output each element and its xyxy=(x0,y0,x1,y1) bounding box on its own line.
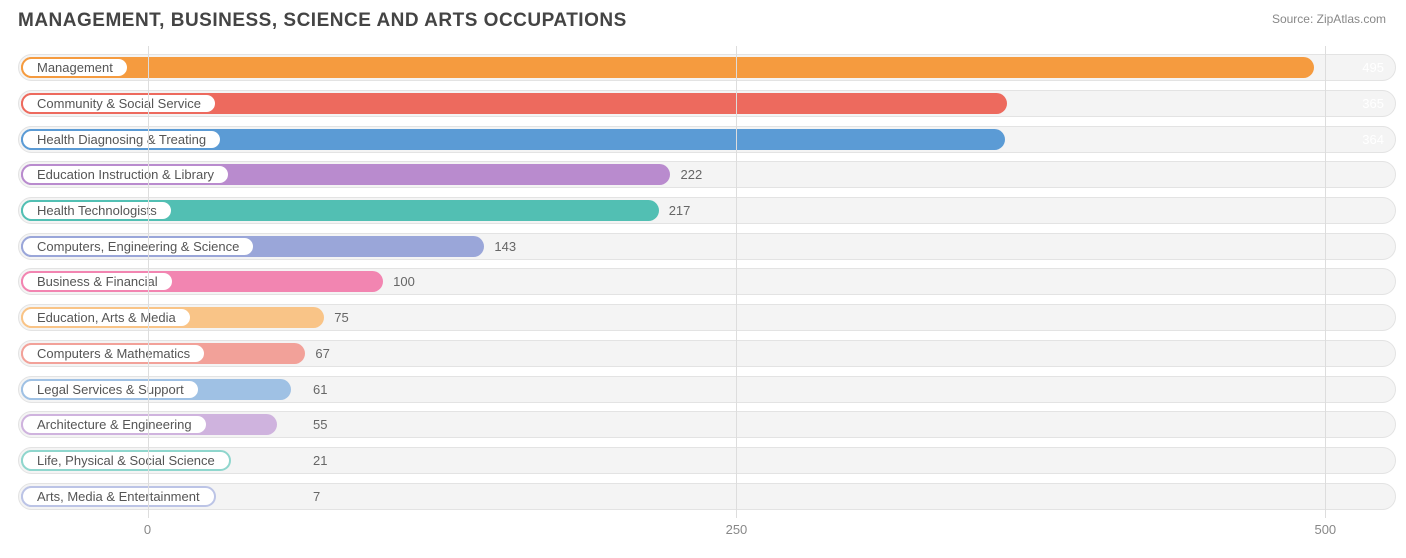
category-label: Health Technologists xyxy=(37,203,157,218)
bar-row: Computers & Mathematics 67 xyxy=(18,340,1396,367)
bar-row: Education, Arts & Media 75 xyxy=(18,304,1396,331)
source-name: ZipAtlas.com xyxy=(1317,12,1386,26)
category-pill: Business & Financial xyxy=(21,271,174,292)
plot-area: Management 495 Community & Social Service 3… xyxy=(18,46,1396,518)
category-label: Community & Social Service xyxy=(37,96,201,111)
category-pill: Health Diagnosing & Treating xyxy=(21,129,222,150)
source-label: Source: xyxy=(1272,12,1313,26)
x-tick: 250 xyxy=(726,522,748,537)
category-label: Life, Physical & Social Science xyxy=(37,453,215,468)
value-label: 67 xyxy=(305,340,329,367)
value-label: 365 xyxy=(1362,90,1384,117)
category-pill: Health Technologists xyxy=(21,200,173,221)
value-label: 217 xyxy=(659,197,691,224)
chart-frame: Management 495 Community & Social Service 3… xyxy=(18,46,1396,548)
category-label: Architecture & Engineering xyxy=(37,417,192,432)
bar-row: Life, Physical & Social Science 21 xyxy=(18,447,1396,474)
gridline xyxy=(148,46,149,518)
bar-row: Legal Services & Support 61 xyxy=(18,376,1396,403)
category-pill: Computers, Engineering & Science xyxy=(21,236,255,257)
value-label: 222 xyxy=(670,161,702,188)
chart-title: MANAGEMENT, BUSINESS, SCIENCE AND ARTS O… xyxy=(18,10,627,32)
bar-row: Health Diagnosing & Treating 364 xyxy=(18,126,1396,153)
category-label: Management xyxy=(37,60,113,75)
category-label: Education Instruction & Library xyxy=(37,167,214,182)
category-label: Education, Arts & Media xyxy=(37,310,176,325)
category-pill: Life, Physical & Social Science xyxy=(21,450,231,471)
bar-row: Health Technologists 217 xyxy=(18,197,1396,224)
category-pill: Education, Arts & Media xyxy=(21,307,192,328)
bar-row: Business & Financial 100 xyxy=(18,268,1396,295)
value-label: 55 xyxy=(303,411,327,438)
category-pill: Education Instruction & Library xyxy=(21,164,230,185)
category-pill: Architecture & Engineering xyxy=(21,414,208,435)
category-pill: Community & Social Service xyxy=(21,93,217,114)
x-tick: 500 xyxy=(1314,522,1336,537)
category-label: Computers, Engineering & Science xyxy=(37,239,239,254)
gridline xyxy=(1325,46,1326,518)
source-attribution: Source: ZipAtlas.com xyxy=(1272,12,1386,26)
bar-row: Education Instruction & Library 222 xyxy=(18,161,1396,188)
bar-rows: Management 495 Community & Social Service 3… xyxy=(18,46,1396,518)
x-tick: 0 xyxy=(144,522,151,537)
category-pill: Management xyxy=(21,57,129,78)
value-label: 61 xyxy=(303,376,327,403)
bar-row: Computers, Engineering & Science 143 xyxy=(18,233,1396,260)
bar-row: Management 495 xyxy=(18,54,1396,81)
value-label: 100 xyxy=(383,268,415,295)
category-label: Health Diagnosing & Treating xyxy=(37,132,206,147)
bar-row: Arts, Media & Entertainment 7 xyxy=(18,483,1396,510)
value-label: 75 xyxy=(324,304,348,331)
value-label: 364 xyxy=(1362,126,1384,153)
category-pill: Legal Services & Support xyxy=(21,379,200,400)
value-label: 21 xyxy=(303,447,327,474)
bar-row: Architecture & Engineering 55 xyxy=(18,411,1396,438)
bar-fill xyxy=(21,57,1314,78)
category-label: Legal Services & Support xyxy=(37,382,184,397)
category-label: Business & Financial xyxy=(37,274,158,289)
value-label: 7 xyxy=(303,483,320,510)
category-pill: Computers & Mathematics xyxy=(21,343,206,364)
category-label: Computers & Mathematics xyxy=(37,346,190,361)
category-pill: Arts, Media & Entertainment xyxy=(21,486,216,507)
x-axis: 0 250 500 xyxy=(18,518,1396,548)
gridline xyxy=(736,46,737,518)
bar-track xyxy=(18,483,1396,510)
category-label: Arts, Media & Entertainment xyxy=(37,489,200,504)
value-label: 143 xyxy=(484,233,516,260)
value-label: 495 xyxy=(1362,54,1384,81)
bar-row: Community & Social Service 365 xyxy=(18,90,1396,117)
